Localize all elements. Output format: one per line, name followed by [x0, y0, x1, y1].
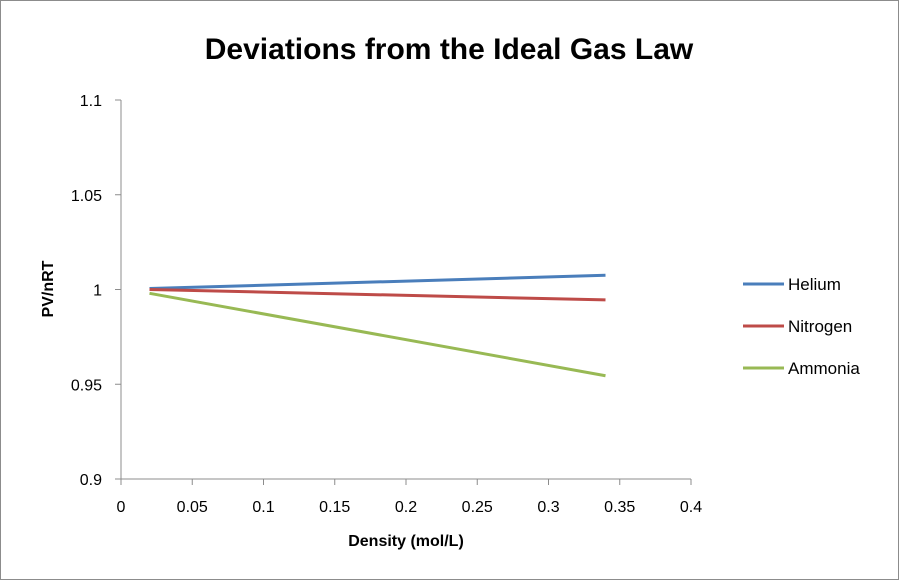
y-tick-label: 0.9 [80, 472, 102, 489]
x-tick-label: 0.05 [177, 499, 208, 516]
series-line-helium [149, 273, 606, 291]
x-tick-label: 0.1 [252, 499, 274, 516]
series-line-ammonia [149, 291, 606, 378]
y-tick-label: 1.05 [71, 188, 102, 205]
x-tick-label: 0.4 [680, 499, 702, 516]
legend-label-ammonia: Ammonia [788, 359, 860, 378]
x-tick-label: 0.2 [395, 499, 417, 516]
y-tick-label: 1.1 [80, 93, 102, 110]
plot-area: 0.9 0.95 1 1.05 1.1 0 0.05 0.1 0.15 0.2 0.25 0.3 0.3… [71, 93, 702, 516]
x-axis-title: Density (mol/L) [348, 533, 464, 550]
series-line-nitrogen [149, 288, 606, 302]
legend-label-nitrogen: Nitrogen [788, 317, 852, 336]
x-tick-label: 0.15 [319, 499, 350, 516]
y-tick-label: 0.95 [71, 377, 102, 394]
y-axis-title: PV/nRT [40, 260, 57, 317]
x-tick-label: 0 [117, 499, 126, 516]
x-tick-label: 0.25 [462, 499, 493, 516]
legend-label-helium: Helium [788, 275, 841, 294]
x-tick-label: 0.35 [604, 499, 635, 516]
y-tick-label: 1 [93, 283, 102, 300]
x-tick-label: 0.3 [537, 499, 559, 516]
legend: Helium Nitrogen Ammonia [743, 275, 860, 378]
chart-title: Deviations from the Ideal Gas Law [205, 33, 694, 66]
